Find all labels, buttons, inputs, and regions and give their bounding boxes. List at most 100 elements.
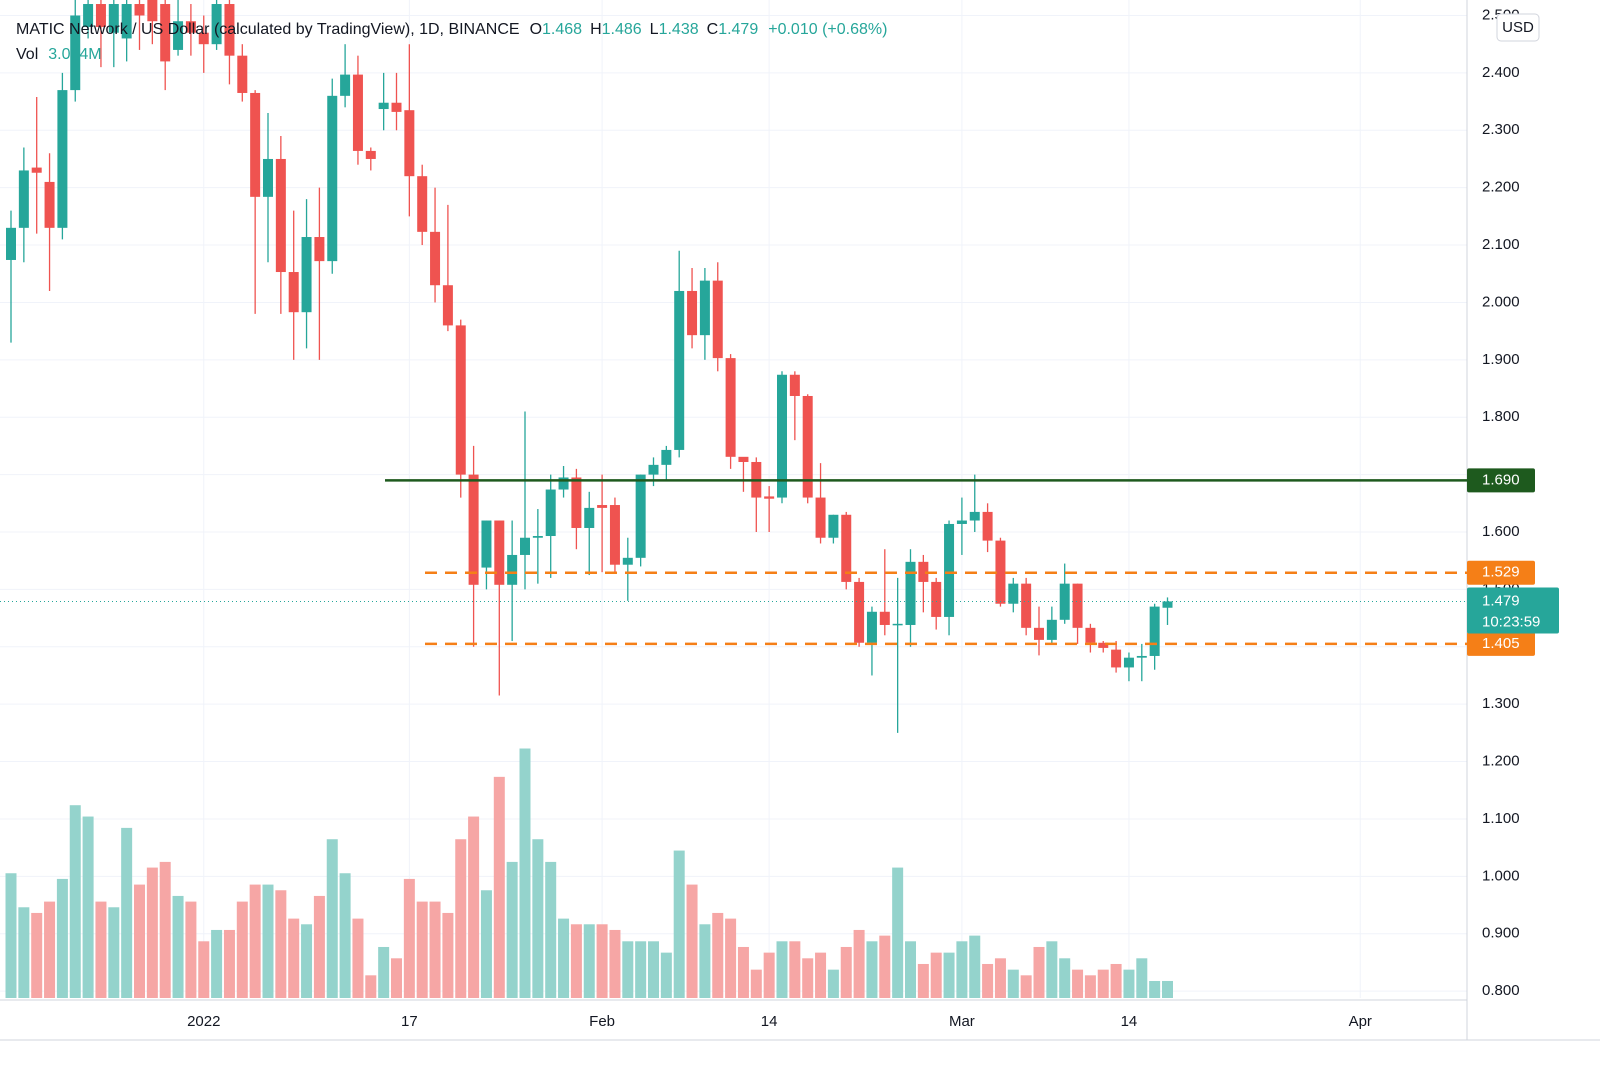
- candle-body: [237, 55, 248, 93]
- candle-body: [314, 237, 325, 262]
- candle-body: [160, 4, 171, 62]
- candle-body: [1034, 627, 1044, 640]
- volume-bar: [596, 924, 608, 998]
- candle-body: [712, 280, 723, 359]
- volume-bar: [223, 929, 235, 998]
- legend-letter: C: [707, 21, 719, 38]
- volume-bar: [403, 878, 415, 998]
- candle-body: [1021, 583, 1032, 628]
- legend-header: MATIC Network / US Dollar (calculated by…: [16, 21, 887, 38]
- candle-body: [224, 4, 235, 56]
- candle-body: [905, 561, 916, 625]
- candle-body: [866, 611, 877, 643]
- candle-body: [687, 290, 698, 336]
- volume-bar: [1110, 963, 1122, 998]
- volume-bar: [570, 924, 582, 998]
- candle-body: [44, 181, 55, 228]
- y-tick-label: 1.800: [1482, 408, 1520, 425]
- candle-body: [95, 4, 106, 27]
- volume-bar: [763, 952, 775, 998]
- volume-bar: [892, 867, 904, 998]
- currency-label[interactable]: USD: [1502, 19, 1534, 36]
- x-tick-label: 14: [1121, 1013, 1138, 1030]
- x-tick-label: 14: [761, 1013, 778, 1030]
- candle-body: [609, 505, 620, 565]
- volume-bar: [1097, 969, 1109, 998]
- legend-letter: O: [530, 21, 542, 38]
- candle-body: [545, 489, 556, 537]
- level-label-box: [1467, 468, 1535, 493]
- y-tick-label: 2.200: [1482, 179, 1520, 196]
- candle-body: [365, 150, 376, 159]
- candle-body: [275, 158, 286, 273]
- candle-body: [57, 90, 68, 228]
- volume-bar: [558, 918, 570, 998]
- last-price-box: [1467, 587, 1559, 634]
- volume-bar: [1020, 975, 1032, 998]
- volume-bar: [442, 912, 454, 998]
- candle-body: [815, 497, 826, 538]
- volume-bar: [69, 805, 81, 998]
- candle-body: [699, 280, 710, 336]
- volume-bar: [159, 861, 171, 998]
- volume-bar: [879, 935, 891, 998]
- candle-body: [841, 514, 852, 582]
- candle-body: [301, 237, 312, 313]
- candle-body: [481, 520, 492, 568]
- volume-bar: [917, 963, 929, 998]
- candle-body: [648, 464, 659, 475]
- volume-bar: [262, 884, 274, 998]
- volume-bar: [815, 952, 827, 998]
- legend-change: +0.010 (+0.68%): [768, 21, 887, 38]
- candle-body: [1008, 583, 1019, 604]
- candle-body: [558, 477, 569, 490]
- y-tick-label: 0.900: [1482, 925, 1520, 942]
- candle-body: [378, 102, 389, 110]
- currency-button[interactable]: [1496, 13, 1540, 42]
- volume-bar: [185, 901, 197, 998]
- candle-body: [1162, 601, 1173, 608]
- volume-bar: [660, 952, 672, 998]
- candle-body: [108, 4, 119, 33]
- candle-body: [944, 523, 955, 617]
- volume-bar: [275, 890, 287, 998]
- candle-body: [134, 4, 145, 16]
- y-tick-label: 1.600: [1482, 523, 1520, 540]
- y-tick-label: 2.000: [1482, 293, 1520, 310]
- volume-bar: [648, 941, 659, 998]
- volume-bar: [622, 941, 634, 998]
- volume-bar: [930, 952, 942, 998]
- volume-bar: [480, 890, 492, 998]
- volume-bar: [108, 907, 120, 998]
- volume-bar: [673, 850, 685, 998]
- y-tick-label: 1.900: [1482, 351, 1520, 368]
- volume-bar: [737, 946, 749, 998]
- y-tick-label: 1.000: [1482, 867, 1520, 884]
- candle-body: [31, 167, 42, 173]
- volume-name: Vol: [16, 46, 38, 63]
- volume-bar: [1059, 958, 1071, 998]
- candle-body: [854, 581, 865, 643]
- volume-bar: [134, 884, 145, 998]
- volume-bar: [56, 878, 68, 998]
- candle-body: [520, 537, 530, 555]
- x-tick-label: 17: [401, 1013, 418, 1030]
- volume-bar: [943, 952, 955, 998]
- volume-bar: [1046, 941, 1058, 998]
- candle-body: [789, 374, 800, 396]
- candle-body: [417, 176, 428, 232]
- candle-body: [211, 4, 222, 45]
- y-tick-label: 2.400: [1482, 64, 1520, 81]
- candle-body: [995, 540, 1006, 604]
- volume-bar: [712, 912, 724, 998]
- volume-bar: [288, 918, 300, 998]
- volume-bar: [326, 839, 338, 998]
- y-tick-label: 2.100: [1482, 236, 1520, 253]
- volume-bar: [18, 907, 30, 998]
- volume-bar: [506, 861, 518, 998]
- legend-letter: H: [590, 21, 602, 38]
- candle-body: [661, 449, 672, 465]
- volume-bar: [365, 975, 377, 998]
